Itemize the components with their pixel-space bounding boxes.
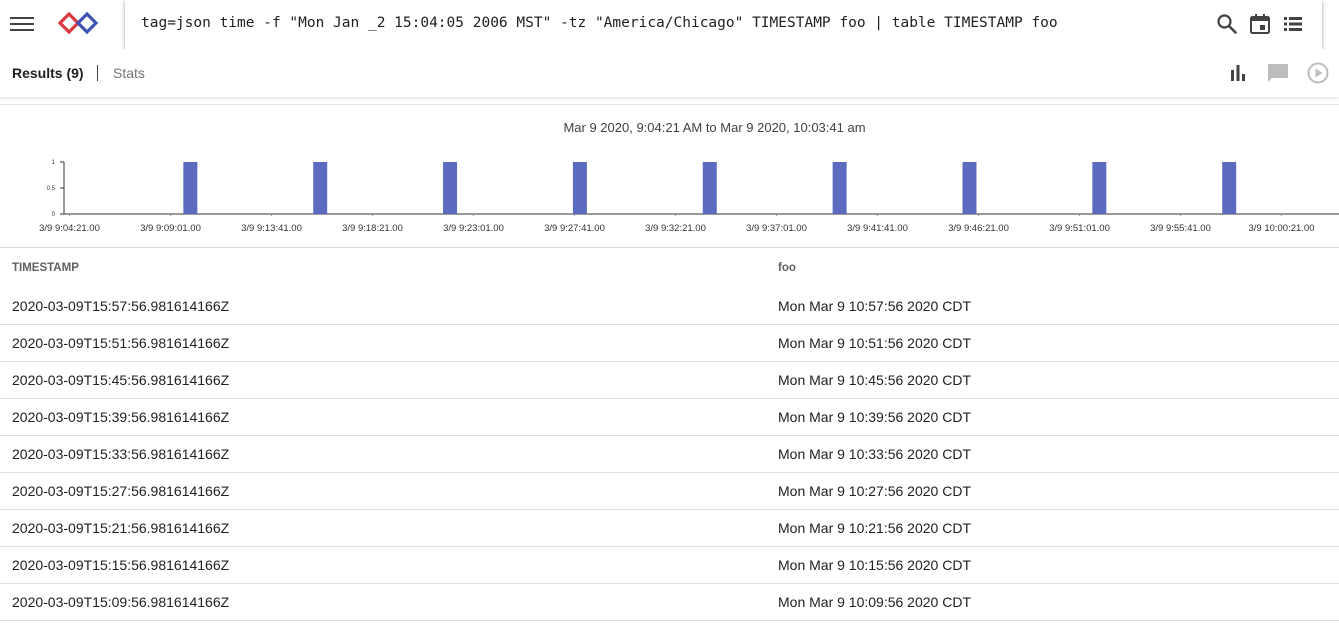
cell-foo: Mon Mar 9 10:21:56 2020 CDT (778, 520, 971, 536)
search-icon[interactable] (1215, 12, 1239, 36)
play-circle-icon[interactable] (1306, 61, 1330, 85)
y-tick-label: 1 (52, 160, 56, 166)
table-row[interactable]: 2020-03-09T15:39:56.981614166Z Mon Mar 9 … (0, 399, 1339, 436)
chart-bar[interactable] (1222, 162, 1237, 214)
gravwell-logo-icon[interactable] (56, 9, 100, 37)
tab-divider (97, 65, 98, 81)
x-tick-label: 3/9 9:04:21.00 (39, 223, 100, 234)
table-row[interactable]: 2020-03-09T15:09:56.981614166Z Mon Mar 9 … (0, 584, 1339, 621)
list-icon[interactable] (1281, 12, 1305, 36)
table-row[interactable]: 2020-03-09T15:21:56.981614166Z Mon Mar 9 … (0, 510, 1339, 547)
chart-bar[interactable] (572, 162, 587, 214)
query-box[interactable]: tag=json time -f "Mon Jan _2 15:04:05 20… (125, 0, 1322, 49)
x-tick-label: 3/9 9:55:41.00 (1150, 223, 1211, 234)
histogram-svg: 1 0.5 0 3/9 9:04:21.00 3/9 9:09:01.00 3/9 9:1… (39, 160, 1339, 234)
cell-timestamp: 2020-03-09T15:39:56.981614166Z (12, 409, 230, 425)
chart-bar[interactable] (962, 162, 977, 214)
results-table: TIMESTAMP foo 2020-03-09T15:57:56.981614… (0, 248, 1339, 621)
bar-chart-icon[interactable] (1226, 61, 1250, 85)
table-row[interactable]: 2020-03-09T15:15:56.981614166Z Mon Mar 9 … (0, 547, 1339, 584)
comment-icon[interactable] (1266, 61, 1290, 85)
cell-foo: Mon Mar 9 10:15:56 2020 CDT (778, 557, 971, 573)
cell-foo: Mon Mar 9 10:45:56 2020 CDT (778, 372, 971, 388)
x-tick-label: 3/9 9:46:21.00 (948, 223, 1009, 234)
calendar-icon[interactable] (1248, 12, 1272, 36)
x-tick-label: 3/9 9:18:21.00 (342, 223, 403, 234)
x-tick-label: 3/9 10:00:21.00 (1248, 223, 1314, 234)
table-row[interactable]: 2020-03-09T15:33:56.981614166Z Mon Mar 9 … (0, 436, 1339, 473)
table-body: 2020-03-09T15:57:56.981614166Z Mon Mar 9 … (0, 288, 1339, 621)
top-bar: tag=json time -f "Mon Jan _2 15:04:05 20… (0, 0, 1339, 49)
cell-timestamp: 2020-03-09T15:27:56.981614166Z (12, 483, 230, 499)
tab-stats[interactable]: Stats (113, 65, 145, 81)
column-header-foo[interactable]: foo (778, 262, 796, 274)
y-tick-label: 0 (52, 212, 56, 218)
table-row[interactable]: 2020-03-09T15:45:56.981614166Z Mon Mar 9 … (0, 362, 1339, 399)
cell-timestamp: 2020-03-09T15:15:56.981614166Z (12, 557, 230, 573)
cell-foo: Mon Mar 9 10:27:56 2020 CDT (778, 483, 971, 499)
tab-results[interactable]: Results (9) (12, 65, 84, 81)
cell-foo: Mon Mar 9 10:39:56 2020 CDT (778, 409, 971, 425)
cell-foo: Mon Mar 9 10:33:56 2020 CDT (778, 446, 971, 462)
cell-foo: Mon Mar 9 10:51:56 2020 CDT (778, 335, 971, 351)
chart-bar[interactable] (702, 162, 717, 214)
cell-foo: Mon Mar 9 10:09:56 2020 CDT (778, 594, 971, 610)
chart-bar[interactable] (443, 162, 458, 214)
x-tick-label: 3/9 9:13:41.00 (241, 223, 302, 234)
chart-bar[interactable] (1092, 162, 1107, 214)
chart-bar[interactable] (832, 162, 847, 214)
x-tick-label: 3/9 9:27:41.00 (544, 223, 605, 234)
cell-foo: Mon Mar 9 10:57:56 2020 CDT (778, 298, 971, 314)
table-row[interactable]: 2020-03-09T15:51:56.981614166Z Mon Mar 9 … (0, 325, 1339, 362)
results-toolbar: Results (9) Stats (0, 49, 1339, 97)
chart-bar[interactable] (313, 162, 328, 214)
x-tick-label: 3/9 9:32:21.00 (645, 223, 706, 234)
chart-title: Mar 9 2020, 9:04:21 AM to Mar 9 2020, 10… (563, 120, 866, 135)
cell-timestamp: 2020-03-09T15:33:56.981614166Z (12, 446, 230, 462)
table-header: TIMESTAMP foo (0, 248, 1339, 288)
query-input[interactable]: tag=json time -f "Mon Jan _2 15:04:05 20… (141, 15, 1058, 31)
cell-timestamp: 2020-03-09T15:09:56.981614166Z (12, 594, 230, 610)
column-header-timestamp[interactable]: TIMESTAMP (12, 262, 79, 274)
chart-bar[interactable] (183, 162, 198, 214)
cell-timestamp: 2020-03-09T15:45:56.981614166Z (12, 372, 230, 388)
menu-icon[interactable] (10, 12, 34, 36)
x-tick-label: 3/9 9:51:01.00 (1049, 223, 1110, 234)
histogram-chart: Mar 9 2020, 9:04:21 AM to Mar 9 2020, 10… (0, 104, 1339, 248)
table-row[interactable]: 2020-03-09T15:27:56.981614166Z Mon Mar 9 … (0, 473, 1339, 510)
table-row[interactable]: 2020-03-09T15:57:56.981614166Z Mon Mar 9 … (0, 288, 1339, 325)
cell-timestamp: 2020-03-09T15:57:56.981614166Z (12, 298, 230, 314)
cell-timestamp: 2020-03-09T15:21:56.981614166Z (12, 520, 230, 536)
cell-timestamp: 2020-03-09T15:51:56.981614166Z (12, 335, 230, 351)
x-tick-label: 3/9 9:23:01.00 (443, 223, 504, 234)
x-tick-label: 3/9 9:37:01.00 (746, 223, 807, 234)
y-tick-label: 0.5 (47, 186, 56, 192)
x-tick-label: 3/9 9:41:41.00 (847, 223, 908, 234)
x-tick-label: 3/9 9:09:01.00 (140, 223, 201, 234)
